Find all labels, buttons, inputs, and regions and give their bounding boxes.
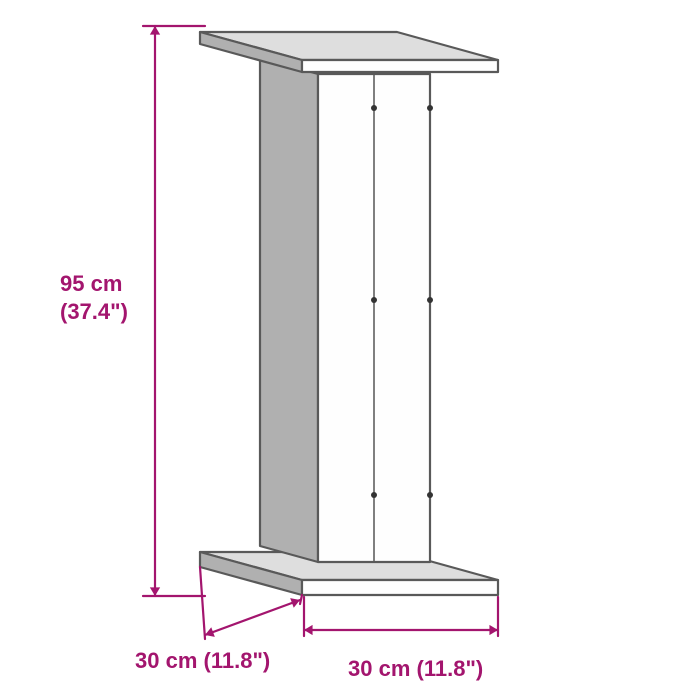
- width-label: 30 cm (11.8"): [348, 655, 483, 683]
- depth-cm: 30 cm: [135, 648, 197, 673]
- height-in: (37.4"): [60, 299, 128, 324]
- width-cm: 30 cm: [348, 656, 410, 681]
- depth-in: (11.8"): [204, 648, 271, 673]
- width-in: (11.8"): [417, 656, 484, 681]
- height-cm: 95 cm: [60, 271, 122, 296]
- dimension-drawing: [0, 0, 700, 700]
- depth-label: 30 cm (11.8"): [135, 647, 270, 675]
- height-label: 95 cm (37.4"): [60, 270, 128, 325]
